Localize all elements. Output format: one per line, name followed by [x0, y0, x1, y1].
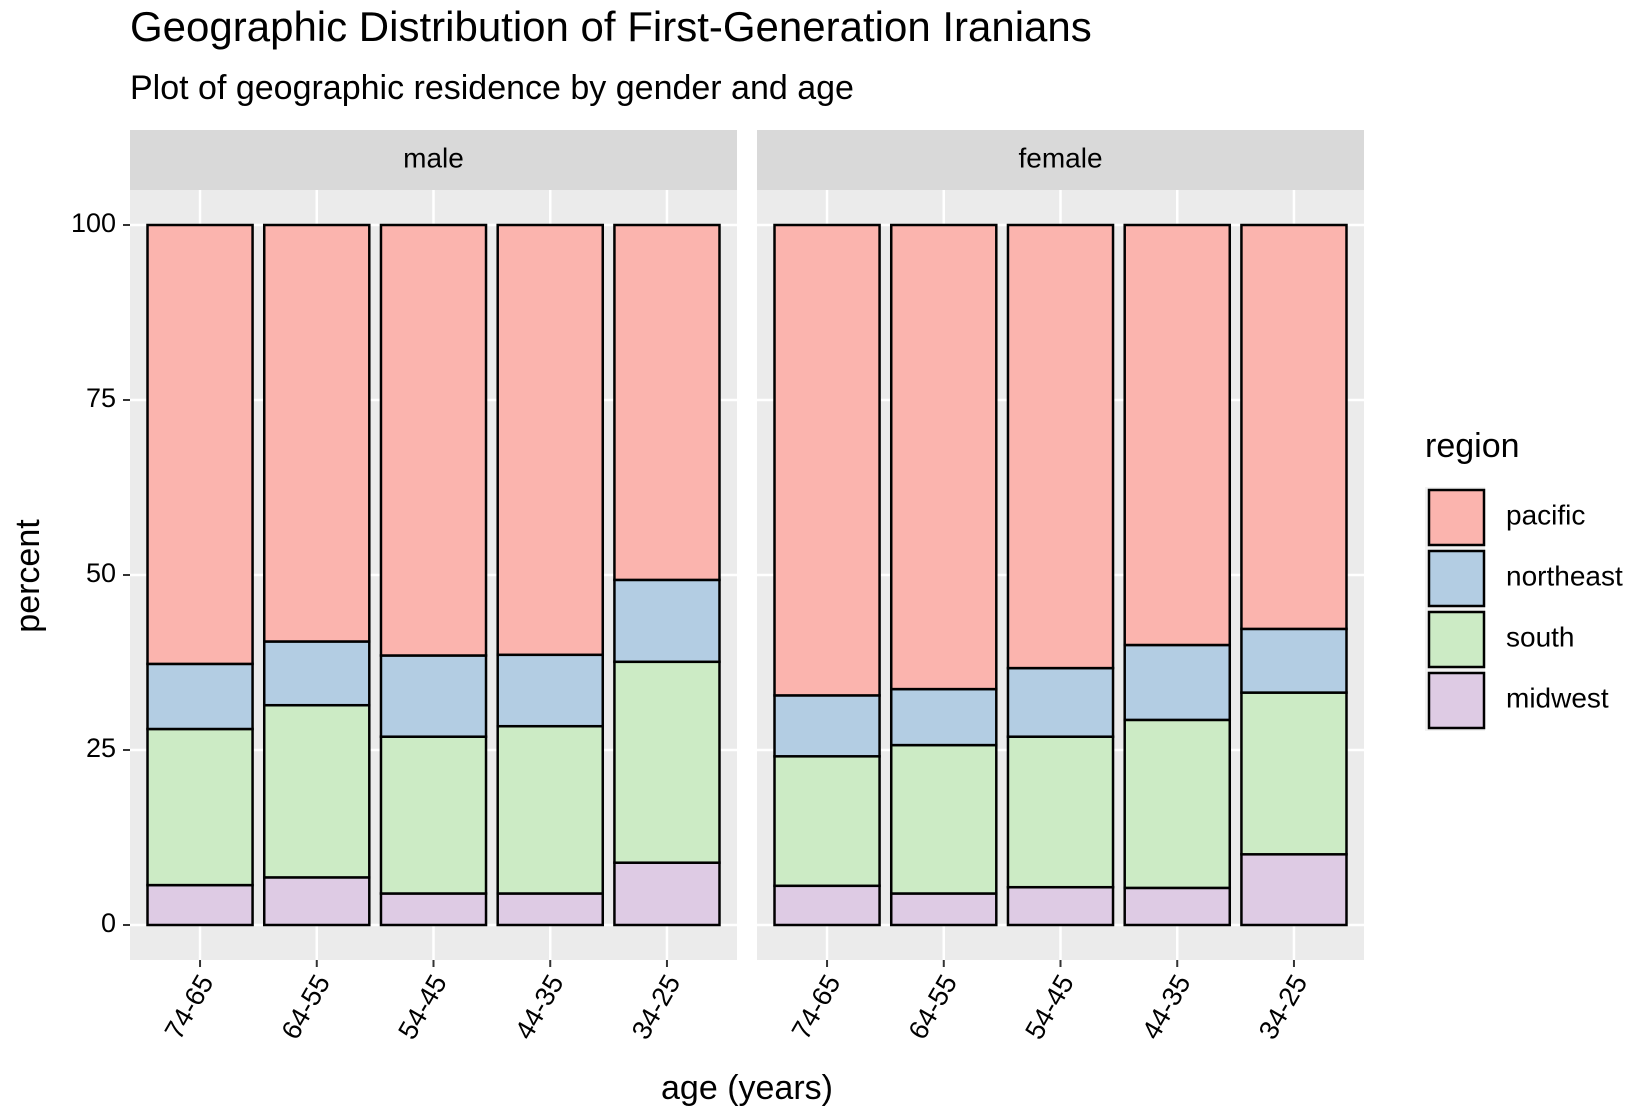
y-tick-label: 0	[101, 908, 116, 938]
bar-segment	[1006, 735, 1115, 889]
bar-segment	[1240, 853, 1348, 927]
bar-segment	[262, 876, 371, 927]
bar-segment	[1123, 886, 1232, 927]
bar-segment	[773, 884, 881, 927]
legend-label: midwest	[1506, 682, 1609, 713]
legend-key	[1427, 488, 1486, 547]
bar-segment	[496, 653, 605, 728]
bar-segment	[1240, 627, 1348, 694]
strip-background	[757, 130, 1364, 190]
bar-segment	[379, 892, 488, 927]
x-axis-label: age (years)	[661, 1069, 833, 1107]
bar-segment	[889, 892, 998, 927]
bar-segment	[496, 724, 605, 895]
x-tick-label: 54-45	[392, 970, 453, 1045]
bar-segment	[146, 662, 254, 731]
x-tick-label: 44-35	[1136, 970, 1197, 1045]
bar-segment	[613, 660, 721, 864]
legend-title: region	[1425, 427, 1520, 465]
bar-segment	[379, 735, 488, 895]
bar-segment	[1123, 643, 1232, 722]
bar-segment	[889, 687, 998, 747]
bar-segment	[496, 892, 605, 927]
y-tick-label: 100	[71, 208, 116, 238]
bar-segment	[1006, 885, 1115, 927]
bar-segment	[146, 223, 254, 666]
chart-subtitle: Plot of geographic residence by gender a…	[130, 69, 854, 107]
bar-segment	[613, 223, 721, 582]
legend-key	[1427, 671, 1486, 730]
legend-label: pacific	[1506, 499, 1585, 530]
bar-segment	[146, 883, 254, 927]
bar-segment	[1123, 718, 1232, 890]
legend-label: northeast	[1506, 560, 1623, 591]
bar-segment	[379, 654, 488, 738]
x-tick-label: 44-35	[509, 970, 570, 1045]
bar-segment	[496, 223, 605, 657]
x-tick-label: 74-65	[159, 970, 220, 1045]
bar-segment	[1006, 223, 1115, 670]
y-tick-label: 25	[86, 733, 116, 763]
strip-label: male	[403, 142, 464, 173]
y-axis-label: percent	[9, 519, 47, 633]
bar-segment	[773, 223, 881, 697]
legend-key	[1427, 549, 1486, 608]
x-tick-label: 64-55	[903, 970, 964, 1045]
y-tick-label: 75	[86, 383, 116, 413]
bar-segment	[1123, 223, 1232, 647]
bar-segment	[262, 640, 371, 707]
x-tick-label: 54-45	[1019, 970, 1080, 1045]
bar-segment	[1240, 223, 1348, 631]
bar-segment	[613, 578, 721, 664]
bar-segment	[379, 223, 488, 657]
y-tick-label: 50	[86, 558, 116, 588]
x-tick-label: 74-65	[786, 970, 847, 1045]
x-tick-label: 34-25	[1253, 970, 1314, 1045]
bar-segment	[773, 694, 881, 758]
legend-label: south	[1506, 621, 1575, 652]
bar-segment	[889, 223, 998, 691]
bar-segment	[262, 223, 371, 643]
bar-segment	[889, 743, 998, 895]
bar-segment	[613, 861, 721, 927]
bar-segment	[1240, 691, 1348, 856]
bar-segment	[262, 703, 371, 879]
legend-key	[1427, 610, 1486, 669]
bar-segment	[146, 727, 254, 887]
strip-background	[130, 130, 737, 190]
strip-label: female	[1018, 142, 1102, 173]
x-tick-label: 34-25	[626, 970, 687, 1045]
bar-segment	[1006, 666, 1115, 738]
chart-title: Geographic Distribution of First-Generat…	[130, 3, 1092, 50]
x-tick-label: 64-55	[276, 970, 337, 1045]
bar-segment	[773, 755, 881, 888]
